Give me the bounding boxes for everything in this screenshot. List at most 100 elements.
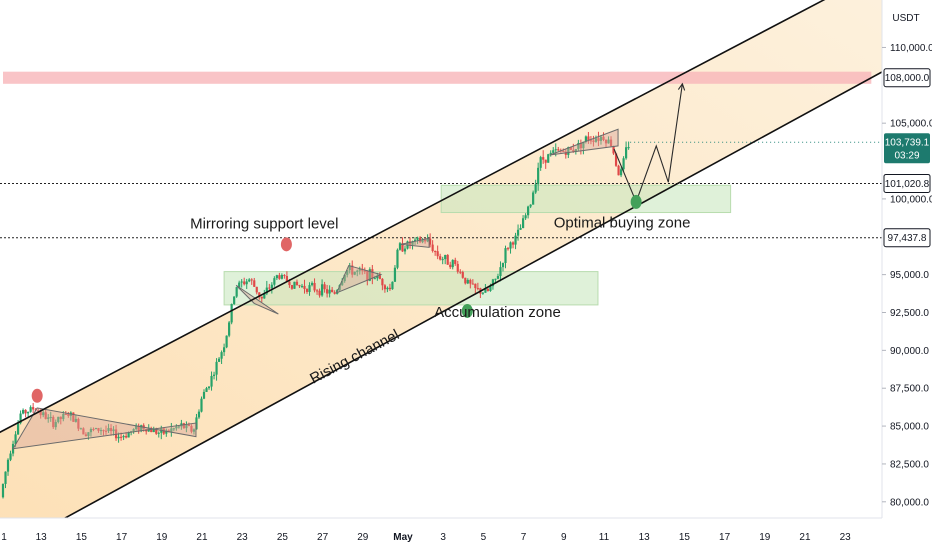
time-tick-label: 5: [481, 532, 487, 543]
projection-path[interactable]: [613, 83, 683, 204]
candle-body: [288, 281, 291, 286]
pattern-triangle[interactable]: [12, 407, 197, 450]
candle-body: [315, 290, 319, 292]
candle-body: [514, 235, 517, 245]
candle-body: [210, 375, 213, 387]
candle-body: [94, 428, 98, 430]
time-tick-label: 13: [36, 532, 48, 543]
price-tick-label: 100,000.0: [890, 194, 932, 205]
candle-body: [471, 283, 474, 285]
annotation-label: Optimal buying zone: [554, 215, 691, 232]
candle-body: [398, 243, 402, 250]
candle-body: [429, 238, 432, 245]
candle-body: [205, 388, 208, 392]
time-tick-label: 3: [440, 532, 446, 543]
zone-optimal_buying: [440, 184, 732, 214]
candle-body: [14, 434, 17, 444]
candle-body: [57, 416, 60, 423]
time-tick-label: May: [393, 532, 413, 543]
candle-body: [491, 279, 495, 287]
price-tick-label: 82,500.0: [890, 459, 929, 470]
candle-body: [37, 410, 40, 412]
candle-body: [195, 417, 198, 430]
candle-body: [552, 150, 555, 153]
candle-body: [285, 275, 289, 282]
candle-body: [59, 416, 62, 420]
candle-body: [542, 157, 545, 160]
signal-marker[interactable]: [461, 303, 473, 318]
candle-body: [72, 412, 75, 422]
candle-body: [263, 293, 266, 299]
candle-body: [506, 248, 510, 250]
time-tick-label: 17: [116, 532, 128, 543]
candle-body: [484, 288, 487, 293]
candle-body: [64, 413, 67, 415]
candle-body: [29, 407, 32, 412]
candle-body: [574, 149, 577, 152]
candle-body: [150, 428, 153, 433]
current-price-label: 103,739.1: [885, 137, 930, 148]
candle-body: [260, 296, 263, 299]
time-tick-label: 19: [759, 532, 771, 543]
candle-body: [358, 268, 361, 271]
candle-body: [529, 204, 532, 207]
candle-body: [223, 347, 226, 353]
candle-body: [125, 436, 128, 438]
candle-body: [167, 430, 170, 432]
candle-body: [554, 149, 557, 151]
candle-body: [127, 432, 130, 438]
candle-body: [431, 244, 434, 252]
drawings-layer: [0, 0, 887, 550]
candle-body: [572, 149, 575, 152]
candle-body: [39, 411, 42, 416]
candle-body: [328, 289, 331, 294]
candle-body: [52, 416, 55, 428]
candle-body: [476, 288, 479, 290]
candle-body: [275, 275, 278, 279]
signal-marker[interactable]: [31, 388, 43, 403]
candle-body: [403, 248, 407, 252]
candle-body: [338, 285, 341, 291]
candle-body: [521, 218, 525, 228]
candle-body: [331, 289, 334, 293]
time-tick-label: 15: [679, 532, 691, 543]
pattern-triangle[interactable]: [235, 284, 279, 315]
candle-body: [303, 285, 306, 289]
candle-body: [278, 275, 281, 279]
candle-body: [577, 143, 580, 150]
candle-body: [413, 239, 417, 242]
candle-body: [298, 285, 301, 287]
candle-body: [87, 432, 90, 436]
candle-body: [501, 262, 505, 268]
candle-body: [391, 281, 394, 290]
channel-upper-line[interactable]: [0, 0, 887, 435]
candle-body: [137, 425, 140, 432]
candle-body: [449, 264, 452, 268]
pattern-triangle[interactable]: [549, 128, 619, 156]
candle-body: [97, 428, 100, 431]
candle-body: [612, 146, 615, 154]
candle-body: [250, 279, 253, 281]
signal-marker[interactable]: [630, 194, 642, 209]
channel-lower-line[interactable]: [0, 69, 887, 550]
candle-body: [225, 335, 228, 348]
pattern-triangle[interactable]: [335, 264, 383, 294]
candle-body: [456, 263, 459, 272]
candle-body: [202, 391, 206, 399]
time-tick-label: 11: [599, 532, 610, 543]
candle-body: [562, 150, 565, 152]
candle-body: [165, 430, 168, 434]
pattern-triangle[interactable]: [400, 237, 430, 248]
candle-body: [258, 292, 261, 297]
candle-body: [280, 275, 283, 279]
candle-body: [597, 138, 600, 141]
candle-body: [348, 265, 351, 271]
candle-body: [474, 283, 477, 289]
candle-body: [439, 256, 442, 260]
candle-body: [386, 287, 389, 290]
candle-body: [421, 239, 424, 243]
candle-body: [170, 428, 173, 432]
signal-marker[interactable]: [280, 237, 292, 252]
